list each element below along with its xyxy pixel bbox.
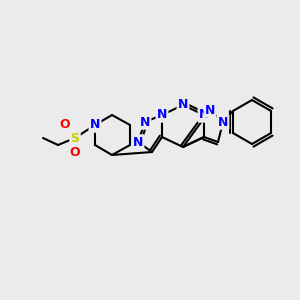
Text: N: N: [157, 109, 167, 122]
Text: N: N: [205, 103, 215, 116]
Text: O: O: [60, 118, 70, 131]
Text: N: N: [90, 118, 100, 131]
Text: N: N: [199, 109, 209, 122]
Text: N: N: [178, 98, 188, 112]
Text: S: S: [70, 131, 80, 145]
Text: N: N: [133, 136, 143, 148]
Text: N: N: [218, 116, 228, 128]
Text: O: O: [70, 146, 80, 158]
Text: N: N: [140, 116, 150, 128]
